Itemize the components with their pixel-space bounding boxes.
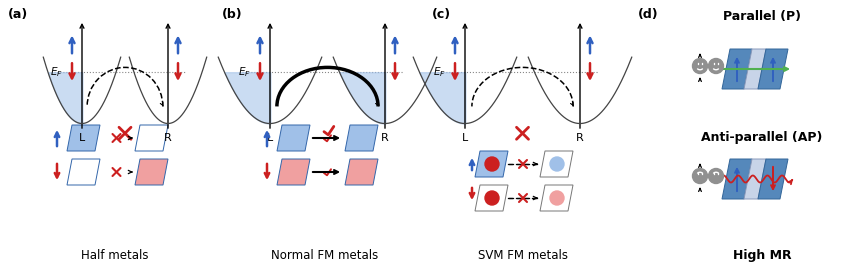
Text: R: R — [165, 133, 172, 143]
Circle shape — [709, 169, 723, 184]
Circle shape — [692, 169, 708, 184]
Polygon shape — [758, 159, 788, 199]
Polygon shape — [277, 125, 310, 151]
Polygon shape — [135, 159, 168, 185]
Text: L: L — [79, 133, 85, 143]
Polygon shape — [67, 159, 100, 185]
Text: Half metals: Half metals — [81, 249, 149, 262]
Polygon shape — [744, 159, 766, 199]
Circle shape — [692, 59, 708, 73]
Polygon shape — [744, 49, 766, 89]
Text: L: L — [462, 133, 468, 143]
Circle shape — [550, 191, 564, 205]
Polygon shape — [345, 125, 378, 151]
Text: (c): (c) — [432, 8, 451, 21]
Polygon shape — [277, 159, 310, 185]
Text: High MR: High MR — [733, 249, 791, 262]
Polygon shape — [475, 185, 508, 211]
Text: R: R — [576, 133, 584, 143]
Text: L: L — [267, 133, 273, 143]
Polygon shape — [722, 49, 752, 89]
Polygon shape — [540, 151, 573, 177]
Polygon shape — [135, 125, 168, 151]
Text: (a): (a) — [8, 8, 28, 21]
Polygon shape — [67, 125, 100, 151]
Circle shape — [485, 157, 499, 171]
Text: (b): (b) — [222, 8, 243, 21]
Circle shape — [550, 157, 564, 171]
Polygon shape — [345, 159, 378, 185]
Text: $E_F$: $E_F$ — [433, 65, 446, 79]
Polygon shape — [722, 159, 752, 199]
Text: Parallel (P): Parallel (P) — [723, 10, 801, 23]
Polygon shape — [475, 151, 508, 177]
Circle shape — [709, 59, 723, 73]
Text: R: R — [381, 133, 389, 143]
Text: $E_F$: $E_F$ — [238, 65, 251, 79]
Circle shape — [485, 191, 499, 205]
Text: $E_F$: $E_F$ — [50, 65, 63, 79]
Polygon shape — [540, 185, 573, 211]
Text: Normal FM metals: Normal FM metals — [272, 249, 379, 262]
Text: Anti-parallel (AP): Anti-parallel (AP) — [701, 131, 823, 144]
Text: SVM FM metals: SVM FM metals — [478, 249, 568, 262]
Polygon shape — [758, 49, 788, 89]
Text: (d): (d) — [638, 8, 659, 21]
